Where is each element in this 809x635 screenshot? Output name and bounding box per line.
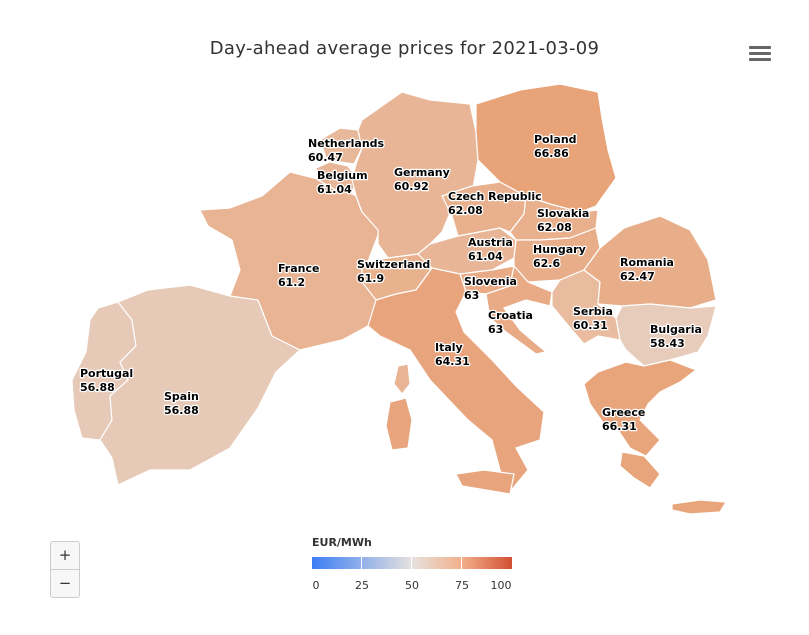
label-switzerland-value: 61.9 [357, 272, 384, 285]
label-austria-name: Austria [468, 236, 513, 249]
legend-tick-mark [361, 557, 362, 569]
legend-label-75: 75 [455, 579, 469, 592]
label-belgium-value: 61.04 [317, 183, 352, 196]
map-title: Day-ahead average prices for 2021-03-09 [209, 38, 600, 59]
label-croatia-value: 63 [488, 323, 503, 336]
label-hungary-name: Hungary [533, 243, 586, 256]
label-slovenia-name: Slovenia [464, 275, 517, 288]
label-czech-value: 62.08 [448, 204, 483, 217]
label-portugal-name: Portugal [80, 367, 133, 380]
label-greece-name: Greece [602, 406, 645, 419]
legend-tick-mark [411, 557, 412, 569]
label-bulgaria-name: Bulgaria [650, 323, 702, 336]
label-romania-value: 62.47 [620, 270, 655, 283]
legend-tick-mark [461, 557, 462, 569]
label-germany-name: Germany [394, 166, 450, 179]
country-greece[interactable] [583, 359, 697, 457]
legend-label-50: 50 [405, 579, 419, 592]
label-poland-value: 66.86 [534, 147, 569, 160]
zoom-control: + − [50, 541, 80, 598]
label-serbia-name: Serbia [573, 305, 613, 318]
label-spain-name: Spain [164, 390, 199, 403]
label-romania-name: Romania [620, 256, 674, 269]
label-germany-value: 60.92 [394, 180, 429, 193]
country-italy-sardinia[interactable] [385, 397, 413, 451]
label-slovenia-value: 63 [464, 289, 479, 302]
label-belgium-name: Belgium [317, 169, 368, 182]
label-france-value: 61.2 [278, 276, 305, 289]
label-netherlands-name: Netherlands [308, 137, 385, 150]
country-greece-crete[interactable] [671, 499, 727, 515]
legend-label-25: 25 [355, 579, 369, 592]
zoom-in-button[interactable]: + [58, 546, 72, 564]
label-switzerland-name: Switzerland [357, 258, 430, 271]
country-france-corsica[interactable] [393, 363, 411, 395]
label-spain-value: 56.88 [164, 404, 199, 417]
country-netherlands[interactable] [319, 127, 363, 165]
legend-label-0: 0 [312, 579, 320, 592]
label-bulgaria-value: 58.43 [650, 337, 685, 350]
label-czech-name: Czech Republic [448, 190, 542, 203]
label-croatia-name: Croatia [488, 309, 533, 322]
country-poland[interactable] [475, 83, 617, 213]
label-france-name: France [278, 262, 319, 275]
country-italy-sicily[interactable] [455, 469, 515, 495]
legend-color-scale [312, 557, 512, 569]
label-portugal-value: 56.88 [80, 381, 115, 394]
country-greece-peloponnese[interactable] [619, 451, 661, 489]
hamburger-menu-icon[interactable] [749, 46, 771, 64]
country-labels: Portugal 56.88 Spain 56.88 France 61.2 B… [79, 132, 703, 435]
country-croatia[interactable] [485, 265, 553, 355]
label-italy-value: 64.31 [435, 355, 470, 368]
zoom-out-button[interactable]: − [51, 569, 79, 597]
label-hungary-value: 62.6 [533, 257, 560, 270]
label-austria-value: 61.04 [468, 250, 503, 263]
label-slovakia-name: Slovakia [537, 207, 589, 220]
label-netherlands-value: 60.47 [308, 151, 343, 164]
legend-label-100: 100 [490, 579, 512, 592]
country-bulgaria[interactable] [615, 303, 717, 367]
label-greece-value: 66.31 [602, 420, 637, 433]
country-italy[interactable] [367, 267, 545, 495]
label-poland-name: Poland [534, 133, 577, 146]
label-italy-name: Italy [435, 341, 463, 354]
label-slovakia-value: 62.08 [537, 221, 572, 234]
legend-title: EUR/MWh [312, 536, 372, 549]
label-serbia-value: 60.31 [573, 319, 608, 332]
